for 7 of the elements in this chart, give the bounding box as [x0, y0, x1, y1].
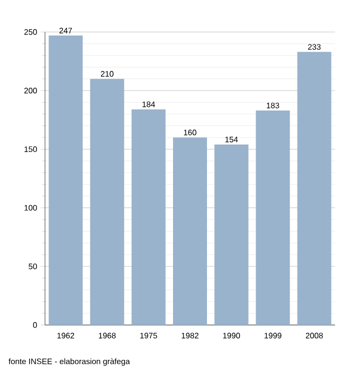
- bar: [48, 36, 83, 325]
- bar: [90, 78, 124, 325]
- bar: [297, 52, 332, 325]
- bar: [132, 109, 166, 325]
- bar: [173, 137, 207, 325]
- bar: [214, 144, 248, 325]
- bar: [256, 110, 290, 325]
